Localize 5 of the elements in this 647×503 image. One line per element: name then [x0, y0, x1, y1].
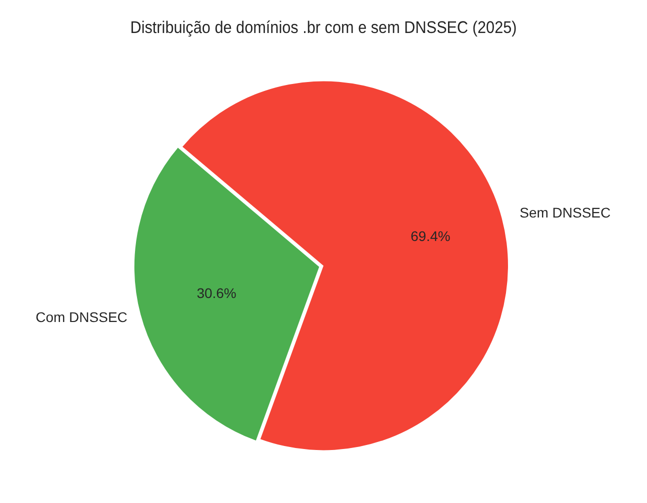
data-label: 30.6%	[196, 285, 236, 302]
data-label: 69.4%	[410, 228, 450, 244]
slice-label: Com DNSSEC	[36, 308, 128, 325]
chart-title: Distribuição de domínios .br com e sem DNSSEC (2025)	[130, 18, 517, 38]
slice-label: Sem DNSSEC	[520, 204, 611, 220]
